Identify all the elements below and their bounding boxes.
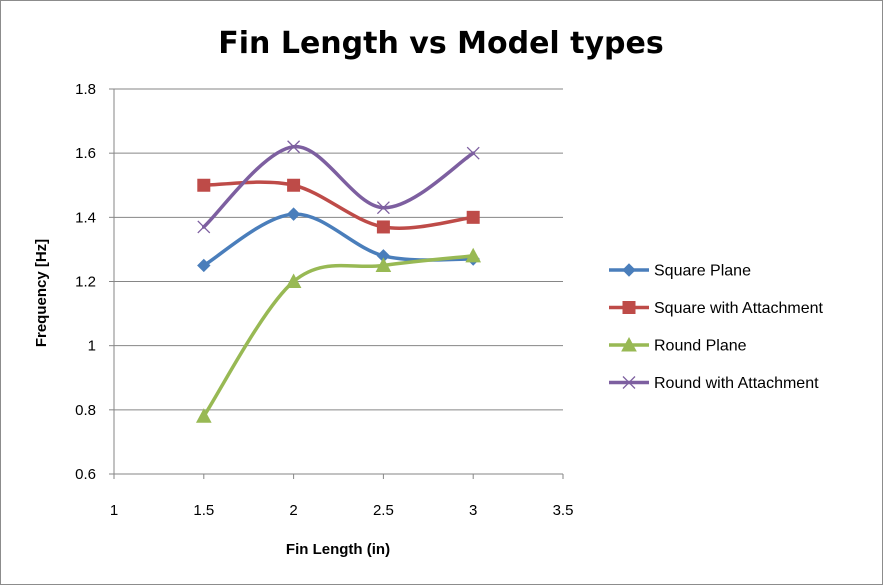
data-point [466, 210, 480, 224]
data-point [466, 146, 480, 160]
x-tick-label: 1.5 [193, 502, 214, 519]
legend-swatch-marker [622, 301, 636, 314]
data-point [197, 178, 211, 192]
data-point [195, 408, 212, 423]
legend-label: Square with Attachment [654, 300, 824, 317]
data-point [287, 140, 301, 154]
y-axis-title: Frequency [Hz] [33, 239, 50, 347]
gridlines [114, 88, 563, 475]
series-line [202, 254, 475, 418]
y-tick-label: 1.2 [75, 274, 96, 291]
y-tick-label: 1.8 [75, 81, 96, 98]
legend-entry-square-plane: Square Plane [609, 263, 751, 280]
x-tick-label: 1 [110, 502, 118, 519]
x-tick-label: 3 [469, 502, 477, 519]
data-point [285, 273, 302, 288]
x-tick-label: 2.5 [373, 502, 394, 519]
legend-label: Round with Attachment [654, 375, 819, 392]
data-point [375, 257, 392, 272]
legend-entry-square-with-attachment: Square with Attachment [609, 300, 824, 317]
y-tick-label: 1 [88, 338, 96, 355]
y-tick-label: 0.8 [75, 402, 96, 419]
series-lines [195, 140, 482, 423]
legend-label: Round Plane [654, 338, 747, 355]
legend: Square Plane Square with Attachment Round … [609, 263, 824, 392]
y-tick-label: 0.6 [75, 466, 96, 483]
y-tick-label: 1.4 [75, 209, 96, 226]
data-point [376, 201, 390, 215]
y-tick-label: 1.6 [75, 145, 96, 162]
series-round-plane [195, 247, 482, 423]
legend-swatch-marker [622, 376, 636, 389]
data-point [197, 258, 211, 273]
data-point [286, 207, 301, 221]
legend-entry-round-plane: Round Plane [609, 336, 747, 355]
data-point [376, 220, 390, 234]
x-tick-label: 2 [289, 502, 297, 519]
series-line [202, 212, 475, 268]
series-round-with-attachment [197, 140, 480, 234]
legend-swatch-marker [622, 263, 636, 277]
data-point [287, 178, 301, 192]
series-line [202, 180, 475, 230]
x-axis-title: Fin Length (in) [286, 541, 390, 558]
legend-entry-round-with-attachment: Round with Attachment [609, 375, 819, 392]
chart-title: Fin Length vs Model types [218, 26, 663, 61]
axes [109, 88, 564, 479]
legend-label: Square Plane [654, 263, 751, 280]
data-point [197, 220, 211, 234]
x-tick-label: 3.5 [553, 502, 574, 519]
tick-labels: 0.6 0.8 1 1.2 1.4 1.6 1.8 1 1.5 2 2.5 3 3.5 [75, 81, 573, 519]
legend-swatch-marker [621, 336, 637, 352]
series-line [202, 144, 475, 229]
data-point [465, 247, 482, 263]
